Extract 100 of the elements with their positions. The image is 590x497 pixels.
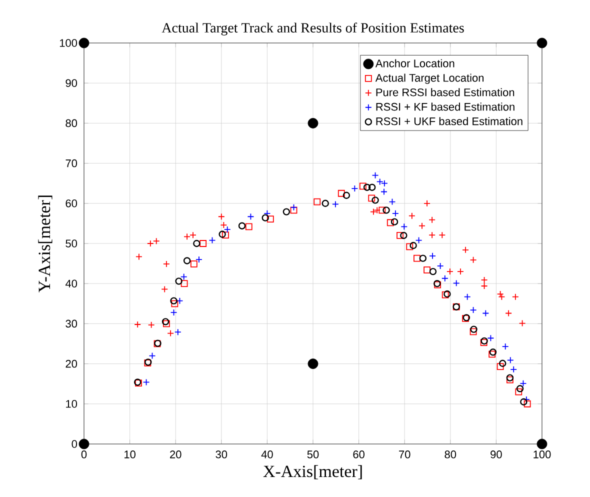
legend-label: Pure RSSI based Estimation	[376, 88, 514, 96]
legend-label: RSSI + UKF based Estimation	[376, 117, 522, 126]
point	[176, 297, 184, 304]
point	[388, 198, 396, 206]
point	[174, 328, 182, 336]
y-tick-label: 30	[66, 320, 78, 328]
x-tick-label: 0	[81, 450, 87, 458]
point	[515, 388, 522, 396]
point	[222, 232, 229, 239]
x-tick-label: 60	[353, 450, 364, 458]
point	[372, 196, 379, 204]
x-tick-label: 10	[124, 450, 136, 458]
point	[414, 254, 420, 262]
point	[424, 266, 430, 274]
point	[400, 232, 408, 240]
point	[410, 242, 417, 250]
point	[441, 274, 448, 282]
point	[482, 310, 490, 317]
x-tick-label: 20	[170, 450, 182, 458]
point	[193, 240, 200, 248]
y-tick-label: 50	[66, 240, 78, 248]
x-tick-label: 90	[490, 450, 502, 458]
y-tick-label: 20	[66, 360, 78, 368]
point	[238, 222, 246, 230]
point	[338, 190, 345, 197]
point	[190, 260, 198, 268]
point	[247, 213, 254, 220]
point	[266, 216, 274, 222]
point	[208, 236, 216, 244]
y-tick-label: 90	[66, 79, 78, 87]
y-tick-label: 60	[66, 200, 78, 208]
point	[419, 254, 427, 262]
point	[78, 38, 90, 48]
legend-label: Anchor Location	[375, 59, 454, 68]
point	[148, 352, 156, 360]
point	[218, 230, 226, 238]
point	[464, 293, 471, 300]
point	[175, 278, 182, 285]
point	[392, 210, 399, 217]
point	[363, 184, 371, 191]
x-tick-label: 80	[444, 450, 456, 458]
point	[436, 262, 444, 270]
legend-label: Actual Target Location	[375, 74, 484, 84]
point	[359, 182, 366, 190]
point	[496, 363, 504, 370]
point	[499, 360, 506, 367]
point	[170, 297, 178, 304]
point	[78, 438, 90, 450]
point	[516, 385, 524, 392]
point	[180, 273, 188, 280]
point	[264, 210, 271, 217]
point	[290, 204, 298, 211]
y-tick-label: 0	[72, 440, 78, 448]
point	[510, 366, 518, 373]
point	[415, 236, 422, 244]
point	[536, 438, 548, 450]
point	[400, 223, 408, 230]
x-tick-label: 50	[307, 450, 319, 458]
point	[396, 232, 404, 239]
point	[536, 38, 548, 48]
point	[487, 334, 494, 342]
chart-title: Actual Target Track and Results of Position Estimates	[162, 22, 464, 36]
point	[506, 356, 514, 364]
point	[196, 256, 202, 263]
point	[180, 280, 188, 288]
point	[368, 194, 376, 202]
y-tick-label: 10	[66, 400, 78, 408]
x-tick-label: 70	[399, 450, 410, 458]
point	[224, 226, 231, 233]
point	[470, 306, 477, 314]
point	[470, 326, 478, 333]
point	[308, 118, 318, 128]
point	[351, 185, 358, 192]
y-tick-label: 80	[66, 119, 78, 128]
y-axis-title: Y-Axis[meter]	[38, 196, 52, 292]
point	[524, 400, 531, 408]
point	[386, 219, 394, 226]
point	[171, 300, 178, 308]
point	[245, 223, 252, 230]
point	[452, 280, 460, 287]
point	[520, 398, 528, 406]
point	[406, 243, 414, 250]
point	[170, 309, 178, 316]
point	[520, 380, 527, 387]
point	[382, 206, 390, 214]
point	[380, 188, 388, 196]
point	[368, 184, 376, 191]
point	[142, 378, 150, 386]
point	[429, 268, 437, 276]
y-tick-label: 70	[66, 159, 78, 168]
point	[342, 192, 350, 199]
point	[282, 208, 290, 216]
x-tick-label: 40	[261, 450, 273, 458]
legend-label: RSSI + KF based Estimation	[376, 102, 514, 111]
y-tick-label: 100	[60, 39, 78, 47]
x-axis-title: X-Axis[meter]	[263, 465, 362, 480]
x-tick-label: 100	[534, 450, 551, 458]
point	[262, 214, 269, 222]
point	[390, 218, 398, 226]
point	[322, 200, 329, 207]
